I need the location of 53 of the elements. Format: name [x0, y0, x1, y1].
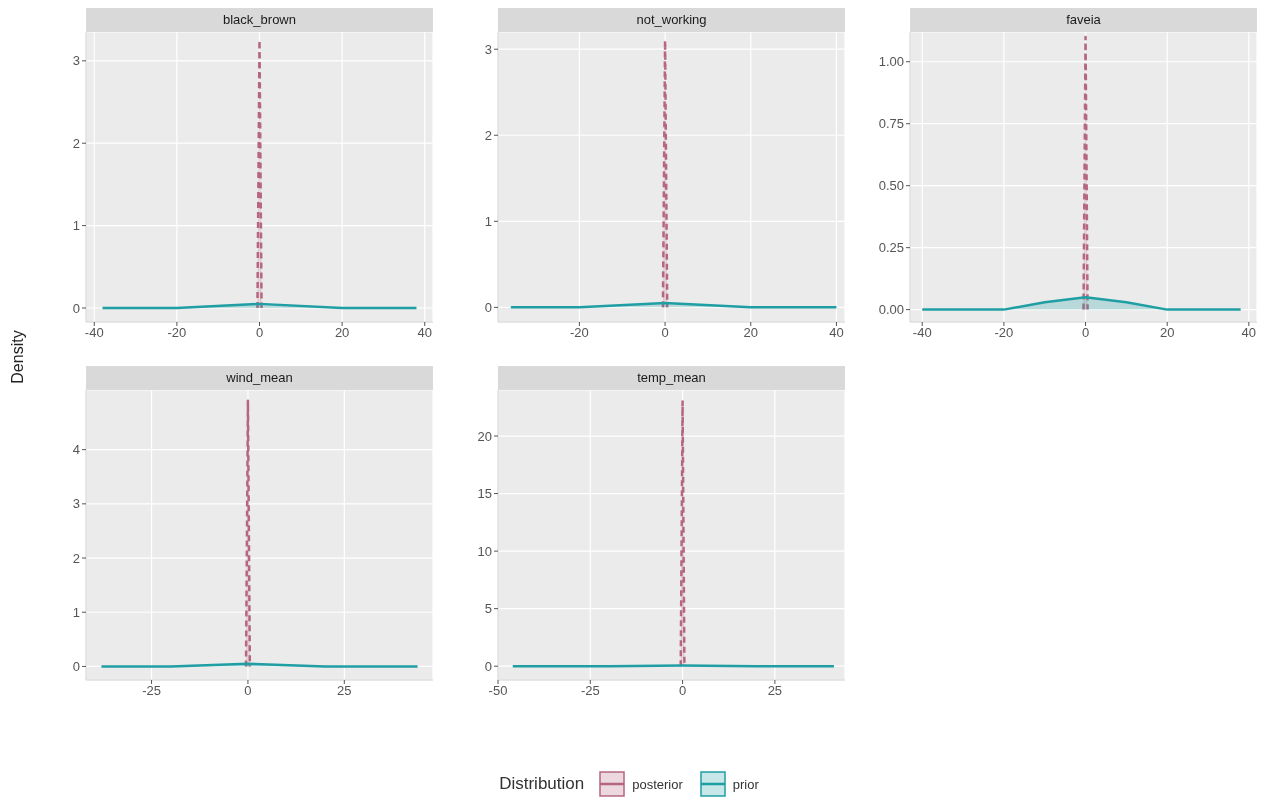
legend-title: Distribution: [499, 774, 585, 794]
x-tick-label: -25: [142, 683, 161, 699]
y-tick-label: 2: [72, 135, 80, 151]
y-tick-label: 3: [72, 53, 80, 69]
y-tick-label: 4: [72, 442, 80, 458]
y-tick-label: 1.00: [878, 54, 904, 70]
y-tick-label: 3: [72, 496, 80, 512]
y-axis-title: Density: [9, 329, 27, 386]
y-tick-label: 1: [72, 218, 80, 234]
y-tick-label: 0: [72, 300, 80, 316]
x-tick-label: 25: [337, 683, 352, 699]
legend-label: prior: [732, 776, 759, 792]
x-tick-label: -50: [488, 683, 508, 699]
x-tick-label: 20: [1159, 325, 1175, 341]
y-tick-label: 0.00: [878, 302, 904, 318]
y-tick-label: 2: [484, 127, 492, 143]
x-tick-label: -25: [580, 683, 600, 699]
x-tick-label: -40: [912, 325, 932, 341]
y-tick-label: 1: [484, 213, 492, 229]
y-tick-label: 0: [72, 659, 80, 675]
legend-label: posterior: [632, 776, 683, 792]
y-tick-label: 15: [477, 486, 492, 502]
x-tick-label: -20: [570, 325, 589, 341]
x-tick-label: 0: [244, 683, 252, 699]
x-tick-label: 40: [417, 325, 432, 341]
x-tick-label: -20: [167, 325, 187, 341]
y-tick-label: 0.75: [878, 116, 904, 132]
x-tick-label: 25: [767, 683, 783, 699]
chart-title: temp_mean: [498, 366, 845, 390]
x-tick-label: 0: [678, 683, 687, 699]
x-tick-label: 20: [743, 325, 758, 341]
y-tick-label: 10: [477, 543, 492, 559]
y-tick-label: 5: [484, 601, 492, 617]
chart-title: faveia: [910, 8, 1257, 32]
x-tick-label: -20: [994, 325, 1014, 341]
chart-title: not_working: [498, 8, 845, 32]
x-tick-label: 0: [1081, 325, 1090, 341]
x-tick-label: 0: [255, 325, 264, 341]
y-tick-label: 1: [72, 604, 80, 620]
y-tick-label: 0: [484, 299, 492, 315]
y-tick-label: 0.25: [878, 240, 904, 256]
chart-title: black_brown: [86, 8, 433, 32]
chart-title: wind_mean: [86, 366, 433, 390]
x-tick-label: 40: [829, 325, 844, 341]
x-tick-label: 0: [661, 325, 669, 341]
x-tick-label: -40: [84, 325, 104, 341]
y-tick-label: 0: [484, 658, 492, 674]
y-tick-label: 20: [477, 428, 492, 444]
x-tick-label: 20: [334, 325, 350, 341]
y-tick-label: 0.50: [878, 178, 904, 194]
y-tick-label: 2: [72, 550, 80, 566]
y-tick-label: 3: [484, 41, 492, 57]
x-tick-label: 40: [1241, 325, 1257, 341]
